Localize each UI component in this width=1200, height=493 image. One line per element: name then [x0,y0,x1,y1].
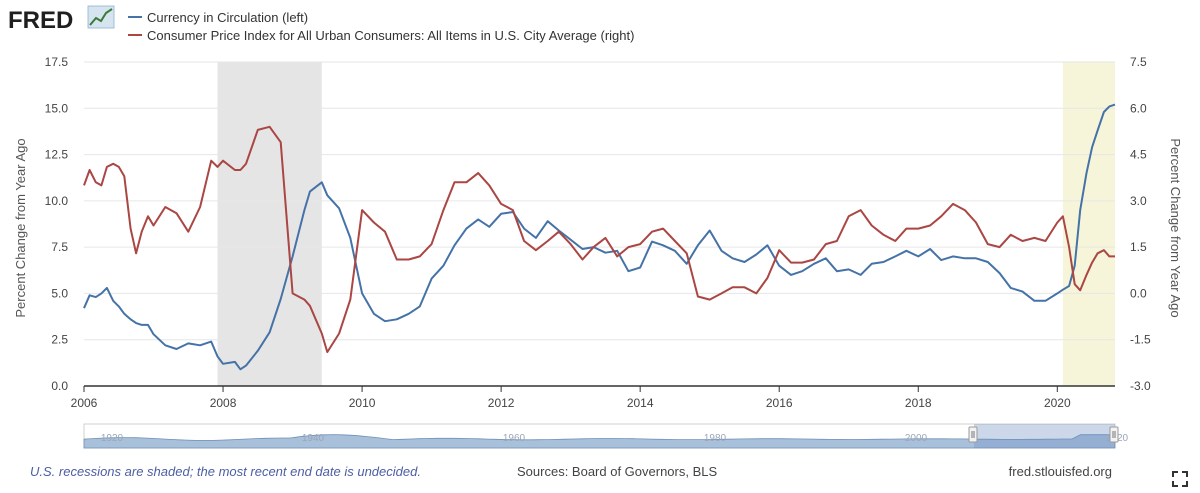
y-axis-left-title: Percent Change from Year Ago [13,138,28,317]
fullscreen-icon[interactable] [1172,471,1188,487]
y-axis-right-title: Percent Change from Year Ago [1168,138,1183,317]
line-chart-icon [87,5,115,29]
navigator-label: 1960 [503,433,526,444]
x-tick-label: 2020 [1044,396,1071,410]
y-right-tick-label: 3.0 [1130,194,1147,208]
navigator-label: 1920 [101,433,124,444]
navigator-selected-range[interactable] [974,424,1115,448]
x-tick-label: 2012 [488,396,515,410]
legend-item-currency[interactable]: Currency in Circulation (left) [128,10,308,25]
navigator-handle-right[interactable] [1109,426,1119,443]
site-link[interactable]: fred.stlouisfed.org [1009,464,1112,479]
y-right-tick-label: 0.0 [1130,286,1147,300]
y-left-tick-label: 0.0 [51,379,68,393]
y-axis-right-ticks: -3.0 -1.5 0.0 1.5 3.0 4.5 6.0 7.5 [1130,55,1151,393]
recession-note: U.S. recessions are shaded; the most rec… [30,464,421,479]
range-navigator[interactable]: 192019401960198020002020 [83,423,1129,449]
y-right-tick-label: 7.5 [1130,55,1147,69]
recession-bands [217,62,1115,386]
navigator-label: 1940 [302,433,325,444]
grid-lines [84,61,1115,341]
legend: Currency in Circulation (left) Consumer … [128,10,634,43]
legend-label-currency: Currency in Circulation (left) [147,10,308,25]
sources-text: Sources: Board of Governors, BLS [517,464,717,479]
series-line-cpi [83,125,1115,354]
series-lines [83,103,1116,371]
y-right-tick-label: -3.0 [1130,379,1151,393]
y-right-tick-label: 1.5 [1130,240,1147,254]
series-line-currency [83,103,1116,371]
y-left-tick-label: 2.5 [51,333,68,347]
x-axis-ticks: 2006 2008 2010 2012 2014 2016 2018 2020 [71,386,1071,410]
fred-logo[interactable]: FRED [8,5,115,34]
legend-item-cpi[interactable]: Consumer Price Index for All Urban Consu… [128,28,634,43]
navigator-label: 1980 [704,433,727,444]
y-right-tick-label: 6.0 [1130,101,1147,115]
navigator-label: 2000 [905,433,928,444]
x-tick-label: 2014 [627,396,654,410]
logo-text: FRED [8,7,73,34]
y-left-tick-label: 15.0 [45,101,69,115]
recession-band-1 [1062,62,1115,386]
y-left-tick-label: 7.5 [51,240,68,254]
x-tick-label: 2016 [766,396,793,410]
y-left-tick-label: 5.0 [51,286,68,300]
navigator-series-area [83,434,1116,449]
navigator-handle-left[interactable] [968,426,978,443]
x-tick-label: 2006 [71,396,98,410]
y-left-tick-label: 12.5 [45,148,69,162]
y-right-tick-label: -1.5 [1130,333,1151,347]
legend-label-cpi: Consumer Price Index for All Urban Consu… [147,28,634,43]
y-axis-left-ticks: 0.0 2.5 5.0 7.5 10.0 12.5 15.0 17.5 [45,55,69,393]
y-left-tick-label: 17.5 [45,55,69,69]
recession-band-0 [217,62,322,386]
y-right-tick-label: 4.5 [1130,148,1147,162]
x-tick-label: 2008 [210,396,237,410]
y-left-tick-label: 10.0 [45,194,69,208]
x-tick-label: 2010 [349,396,376,410]
x-tick-label: 2018 [905,396,932,410]
